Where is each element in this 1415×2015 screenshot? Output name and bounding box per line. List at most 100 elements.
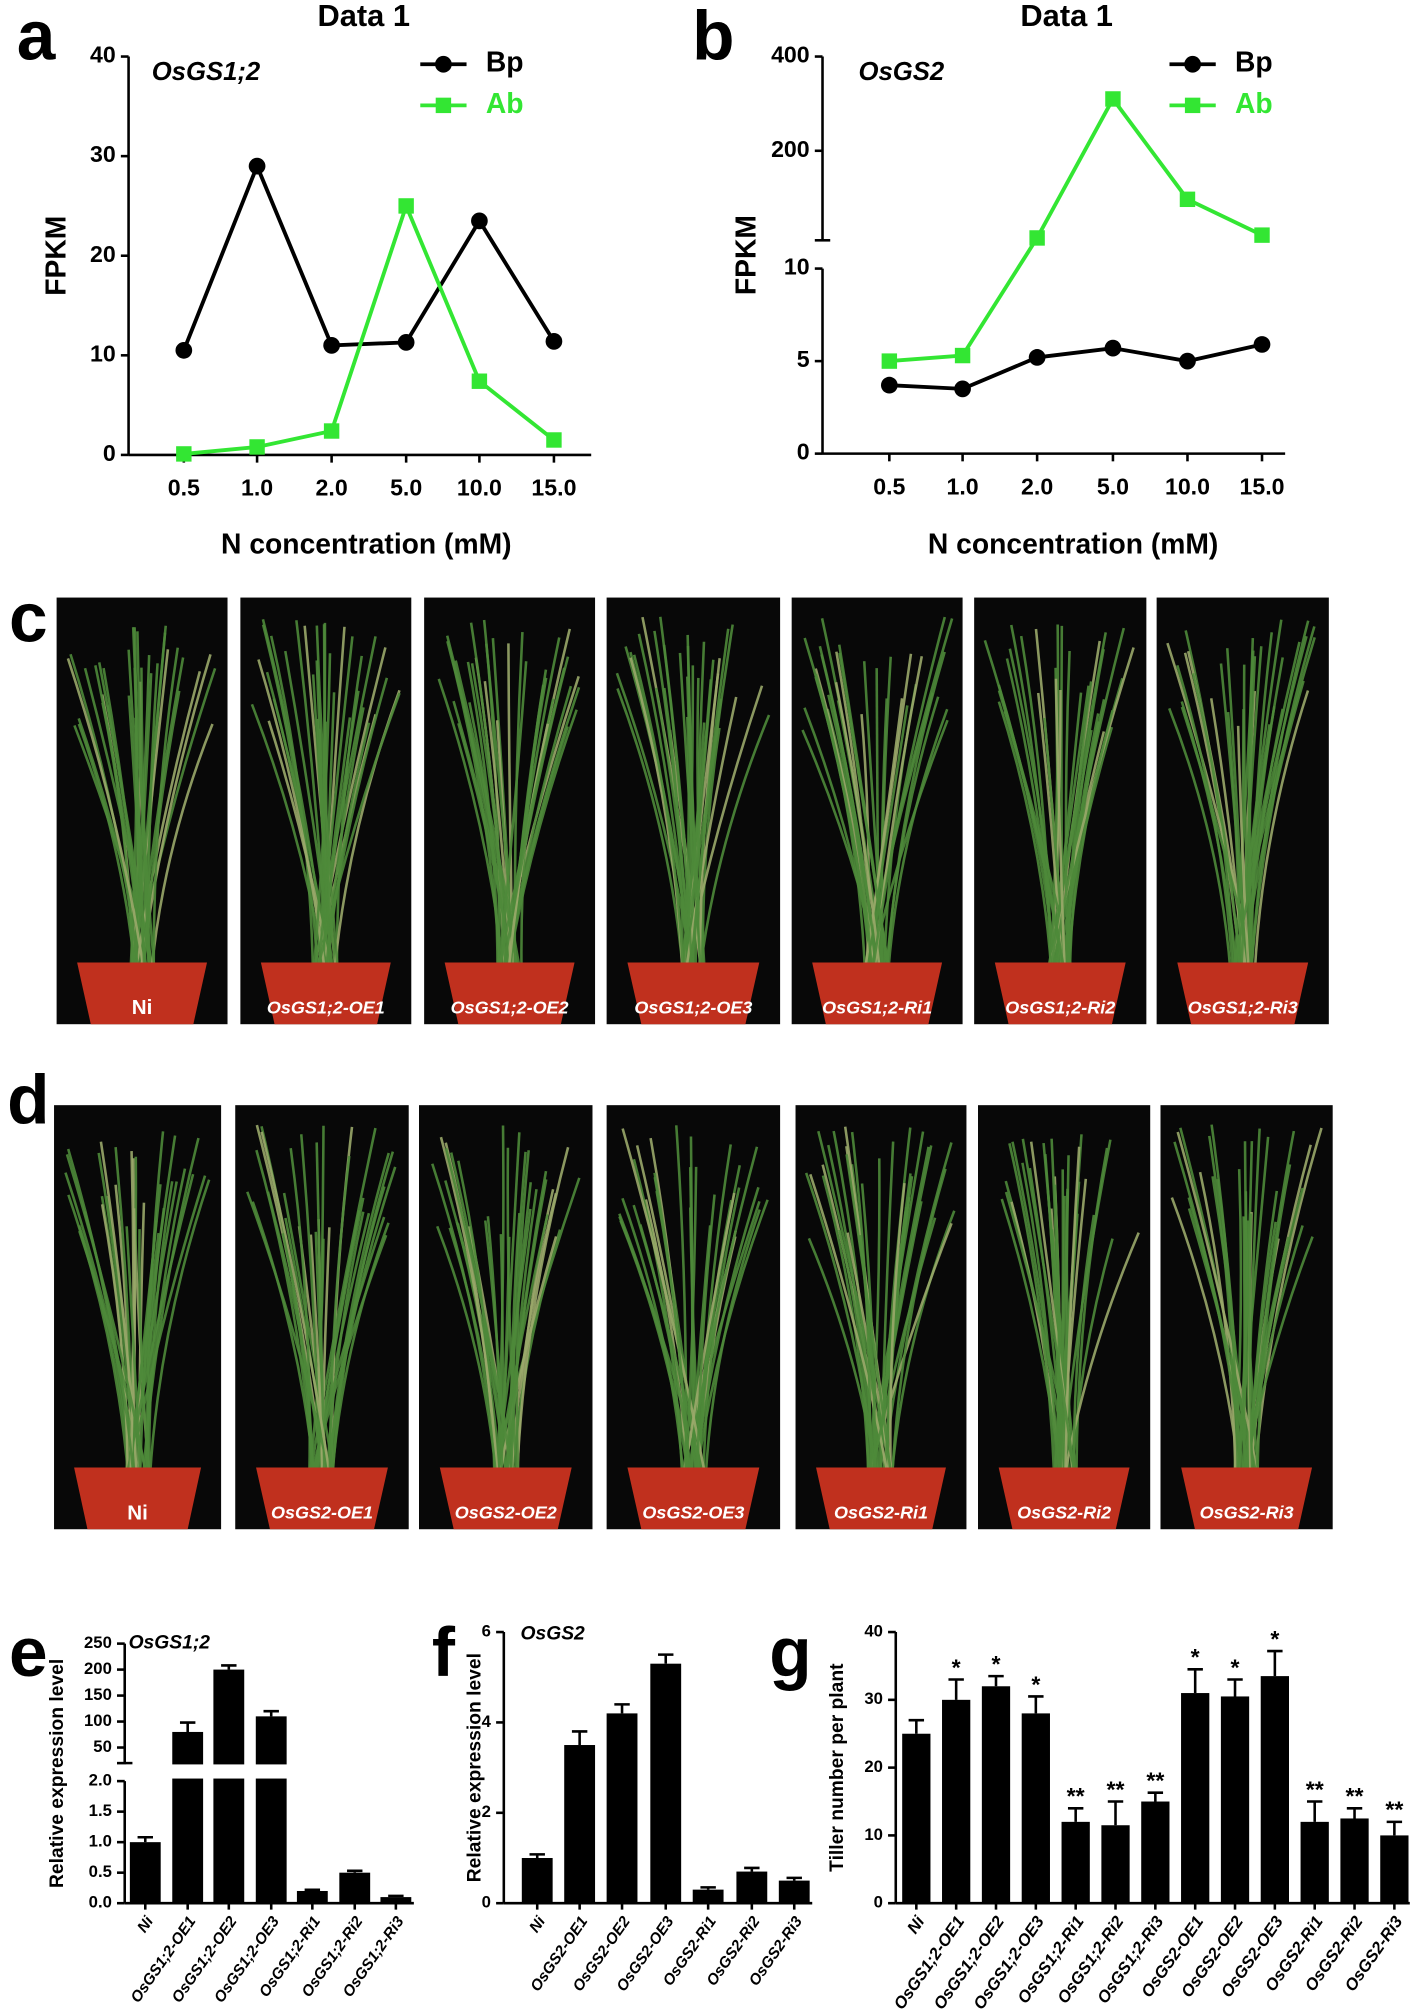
plant-leaf <box>868 1158 881 1478</box>
y-axis-label: Tiller number per plant <box>827 1663 848 1872</box>
x-tick-label: 10.0 <box>1165 473 1210 499</box>
annotation: OsGS1;2 <box>152 58 261 86</box>
plant-leaf <box>451 661 520 974</box>
plant-leaf <box>871 616 947 973</box>
y-tick-label: 1.0 <box>89 1832 112 1851</box>
plant-leaf <box>1240 1236 1290 1479</box>
x-axis-label: N concentration (mM) <box>221 528 512 560</box>
error-bar <box>263 1709 279 1717</box>
error-bar <box>1227 1678 1243 1697</box>
error-bar <box>1147 1791 1164 1802</box>
plant-leaf <box>847 712 891 974</box>
bar <box>778 1880 810 1904</box>
bar <box>692 1889 724 1904</box>
pot <box>1177 962 1309 1025</box>
plant-leaf <box>983 640 1065 973</box>
plant-leaf <box>316 636 354 973</box>
legend-marker <box>435 55 452 73</box>
plant-leaf <box>1004 1191 1078 1479</box>
photo-label: Ni <box>127 1501 148 1524</box>
plant-leaf <box>885 651 946 973</box>
plant-leaf <box>1196 1224 1245 1478</box>
marker <box>546 432 562 448</box>
error-bar <box>948 1678 964 1700</box>
plant-leaf <box>134 717 146 973</box>
y-tick-label: 5 <box>797 346 810 372</box>
y-tick-label: 200 <box>84 1659 112 1678</box>
y-tick-label: 0 <box>797 439 810 465</box>
photo-label: OsGS1;2-Ri3 <box>1188 998 1298 1018</box>
plant-leaf <box>1049 624 1060 973</box>
significance-label: * <box>991 1651 1000 1677</box>
pot <box>444 962 575 1025</box>
bar <box>650 1663 682 1904</box>
x-tick-label: 2.0 <box>1021 473 1053 499</box>
x-tick-label: 0.5 <box>168 475 200 501</box>
series-line <box>182 160 556 352</box>
y-axis-label: Relative expression level <box>47 1659 68 1888</box>
bar <box>1300 1821 1329 1904</box>
bar <box>521 1858 553 1904</box>
bar <box>902 1733 931 1904</box>
plant-leaf <box>281 1233 315 1478</box>
plant-leaf <box>682 1192 736 1479</box>
plant-leaf <box>260 1131 332 1479</box>
marker <box>398 198 414 214</box>
plant-leaf <box>1008 1143 1056 1478</box>
plant-leaf <box>1240 646 1263 973</box>
bar <box>1141 1801 1170 1904</box>
plant-leaf <box>653 1172 690 1478</box>
marker <box>248 157 266 175</box>
error-bar <box>1067 1807 1084 1822</box>
bar <box>255 1716 287 1904</box>
significance-label: * <box>1231 1654 1240 1680</box>
bar <box>564 1745 596 1904</box>
marker <box>1104 339 1122 357</box>
y-tick-label: 0 <box>103 440 116 466</box>
plant-leaf <box>704 1209 761 1478</box>
marker <box>397 334 415 351</box>
x-tick-label: 2.0 <box>316 475 348 501</box>
plant-leaf <box>997 701 1053 973</box>
photo-label: OsGS2-OE3 <box>642 1503 744 1523</box>
plant-leaf <box>886 708 949 973</box>
plant-leaf <box>257 659 327 973</box>
plant-leaf <box>850 1131 872 1478</box>
error-bar <box>1386 1820 1403 1836</box>
error-bar <box>1267 1649 1283 1677</box>
plant-leaf <box>1198 1171 1237 1478</box>
plant-leaf <box>693 1186 760 1478</box>
plant-leaf <box>444 1147 514 1479</box>
y-tick-label: 250 <box>84 1633 112 1652</box>
plant-leaf <box>318 728 338 973</box>
plant-leaf <box>1072 1214 1096 1478</box>
plant-leaf <box>484 1220 508 1478</box>
x-axis-label: N concentration (mM) <box>928 528 1219 560</box>
bar <box>213 1669 245 1904</box>
plant-leaf <box>125 1226 142 1478</box>
plant-leaf <box>659 616 694 973</box>
plant-leaf <box>65 1154 149 1479</box>
pot <box>1181 1467 1313 1530</box>
photo-label: Ni <box>132 996 153 1019</box>
photo-label: OsGS2-Ri1 <box>834 1503 928 1523</box>
y-tick-label: 100 <box>84 1711 112 1730</box>
significance-label: ** <box>1306 1776 1324 1802</box>
marker <box>954 347 971 364</box>
plant-leaf <box>1191 673 1242 973</box>
marker <box>881 353 898 369</box>
bar <box>296 1890 328 1904</box>
photo-label: OsGS1;2-OE3 <box>634 998 752 1018</box>
plant-leaf <box>504 1182 532 1478</box>
plant-leaf <box>1253 690 1310 973</box>
pot <box>260 962 391 1025</box>
plant-leaf <box>436 1225 498 1478</box>
plant-leaf <box>686 1146 759 1479</box>
photo-label: OsGS1;2-Ri1 <box>822 998 932 1018</box>
panel-letter: f <box>432 1613 456 1691</box>
photo-label: OsGS2-OE2 <box>455 1503 557 1523</box>
y-tick-label: 30 <box>864 1689 883 1708</box>
x-tick-label: 15.0 <box>1240 473 1285 499</box>
plant-leaf <box>889 1183 906 1478</box>
y-tick-label: 40 <box>864 1621 883 1640</box>
